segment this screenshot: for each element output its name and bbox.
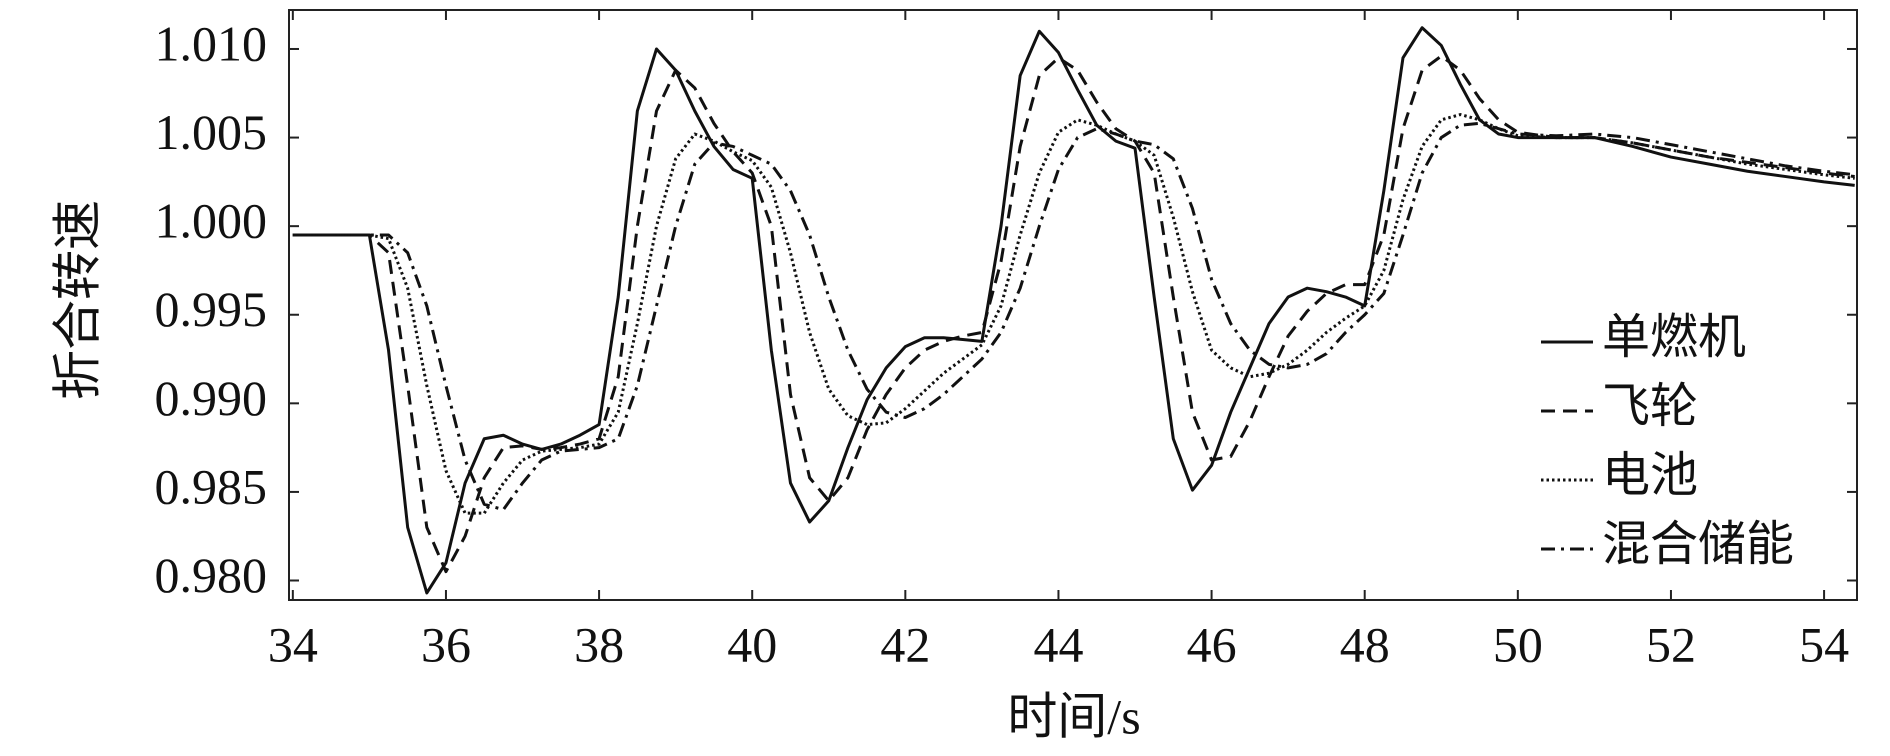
legend-label: 电池 [1602,449,1698,502]
series-line [292,54,1855,574]
x-tick-label: 38 [574,616,624,672]
plot-frame [288,9,1858,601]
legend-label: 混合储能 [1602,518,1794,571]
y-tick-label: 1.010 [155,15,268,71]
x-tick-label: 44 [1033,616,1083,672]
x-tick-label: 42 [880,616,930,672]
y-tick-label: 1.005 [155,104,268,160]
legend-label: 飞轮 [1602,380,1698,433]
y-tick-label: 0.990 [155,370,268,426]
x-axis-title: 时间/s [1007,688,1140,744]
x-tick-label: 34 [268,616,318,672]
x-tick-label: 50 [1493,616,1543,672]
y-tick-label: 1.000 [155,193,268,249]
y-axis-title: 折合转速 [49,200,105,400]
y-tick-label: 0.980 [155,547,268,603]
x-tick-label: 48 [1340,616,1390,672]
x-tick-label: 54 [1799,616,1849,672]
y-tick-label: 0.995 [155,281,268,337]
series-line [292,121,1855,512]
x-tick-label: 40 [727,616,777,672]
x-tick-label: 52 [1646,616,1696,672]
series-line [292,113,1855,515]
x-tick-label: 46 [1187,616,1237,672]
y-tick-label: 0.985 [155,458,268,514]
x-tick-label: 36 [421,616,471,672]
legend-label: 单燃机 [1602,311,1746,364]
series-line [292,26,1855,595]
